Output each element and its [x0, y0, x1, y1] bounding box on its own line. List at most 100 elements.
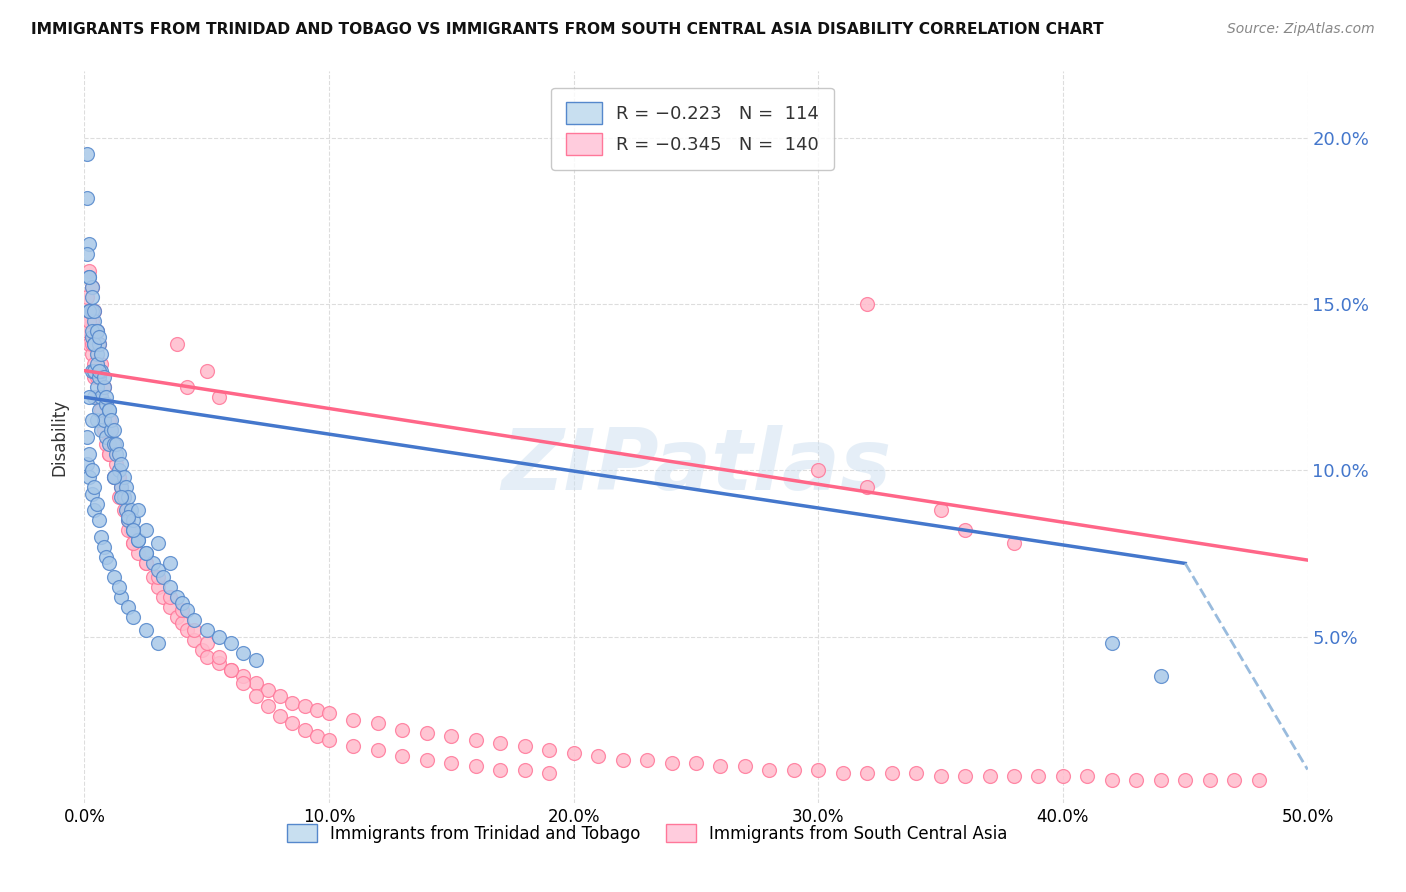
Point [97, 557, 120, 571]
Point [97, 436, 120, 450]
Point [318, 732, 340, 747]
Point [80, 280, 103, 294]
Point [77, 270, 100, 285]
Point [83, 303, 105, 318]
Point [103, 570, 125, 584]
Point [97, 403, 120, 417]
Point [76, 430, 98, 444]
Point [586, 749, 609, 764]
Point [135, 557, 157, 571]
Point [166, 590, 188, 604]
Point [100, 413, 122, 427]
Point [77, 237, 100, 252]
Point [152, 570, 174, 584]
Point [112, 490, 135, 504]
Point [1002, 536, 1025, 550]
Point [1198, 772, 1220, 787]
Point [80, 324, 103, 338]
Point [856, 480, 879, 494]
Point [1150, 772, 1173, 787]
Point [86, 324, 108, 338]
Point [305, 703, 328, 717]
Point [269, 690, 291, 704]
Point [77, 264, 100, 278]
Point [100, 424, 122, 438]
Point [86, 370, 108, 384]
Point [83, 314, 105, 328]
Text: Source: ZipAtlas.com: Source: ZipAtlas.com [1227, 22, 1375, 37]
Text: IMMIGRANTS FROM TRINIDAD AND TOBAGO VS IMMIGRANTS FROM SOUTH CENTRAL ASIA DISABI: IMMIGRANTS FROM TRINIDAD AND TOBAGO VS I… [31, 22, 1104, 37]
Point [80, 290, 103, 304]
Point [83, 337, 105, 351]
Point [93, 380, 115, 394]
Point [77, 314, 100, 328]
Point [77, 447, 100, 461]
Point [90, 363, 112, 377]
Point [86, 324, 108, 338]
Point [80, 303, 103, 318]
Point [232, 646, 254, 660]
Point [87, 337, 110, 351]
Point [172, 596, 194, 610]
Point [122, 536, 145, 550]
Point [905, 765, 928, 780]
Point [208, 630, 231, 644]
Point [367, 742, 389, 756]
Point [709, 759, 731, 773]
Point [86, 357, 108, 371]
Point [183, 632, 205, 647]
Point [342, 713, 364, 727]
Point [107, 447, 129, 461]
Point [86, 413, 108, 427]
Point [86, 390, 108, 404]
Point [146, 636, 169, 650]
Point [117, 513, 139, 527]
Point [120, 523, 142, 537]
Point [195, 636, 218, 650]
Point [281, 716, 304, 731]
Point [112, 490, 135, 504]
Point [97, 413, 120, 427]
Point [77, 270, 100, 285]
Point [96, 397, 118, 411]
Point [281, 696, 304, 710]
Point [110, 480, 132, 494]
Point [97, 447, 120, 461]
Point [107, 470, 129, 484]
Point [96, 549, 118, 564]
Point [245, 690, 267, 704]
Point [929, 769, 952, 783]
Legend: Immigrants from Trinidad and Tobago, Immigrants from South Central Asia: Immigrants from Trinidad and Tobago, Imm… [280, 818, 1014, 849]
Point [77, 303, 100, 318]
Point [80, 463, 103, 477]
Point [117, 513, 139, 527]
Point [685, 756, 707, 770]
Point [86, 357, 108, 371]
Point [208, 649, 231, 664]
Point [76, 191, 98, 205]
Point [127, 503, 149, 517]
Point [76, 457, 98, 471]
Point [96, 390, 118, 404]
Point [538, 765, 561, 780]
Point [208, 390, 231, 404]
Point [440, 729, 463, 743]
Point [513, 763, 536, 777]
Point [110, 457, 132, 471]
Point [93, 380, 115, 394]
Point [245, 676, 267, 690]
Point [1052, 769, 1074, 783]
Point [87, 513, 110, 527]
Point [1002, 769, 1025, 783]
Point [93, 413, 115, 427]
Point [159, 557, 181, 571]
Point [77, 303, 100, 318]
Point [122, 536, 145, 550]
Point [93, 540, 115, 554]
Point [391, 749, 413, 764]
Point [93, 413, 115, 427]
Point [112, 503, 135, 517]
Point [172, 616, 194, 631]
Point [807, 763, 830, 777]
Point [127, 533, 149, 548]
